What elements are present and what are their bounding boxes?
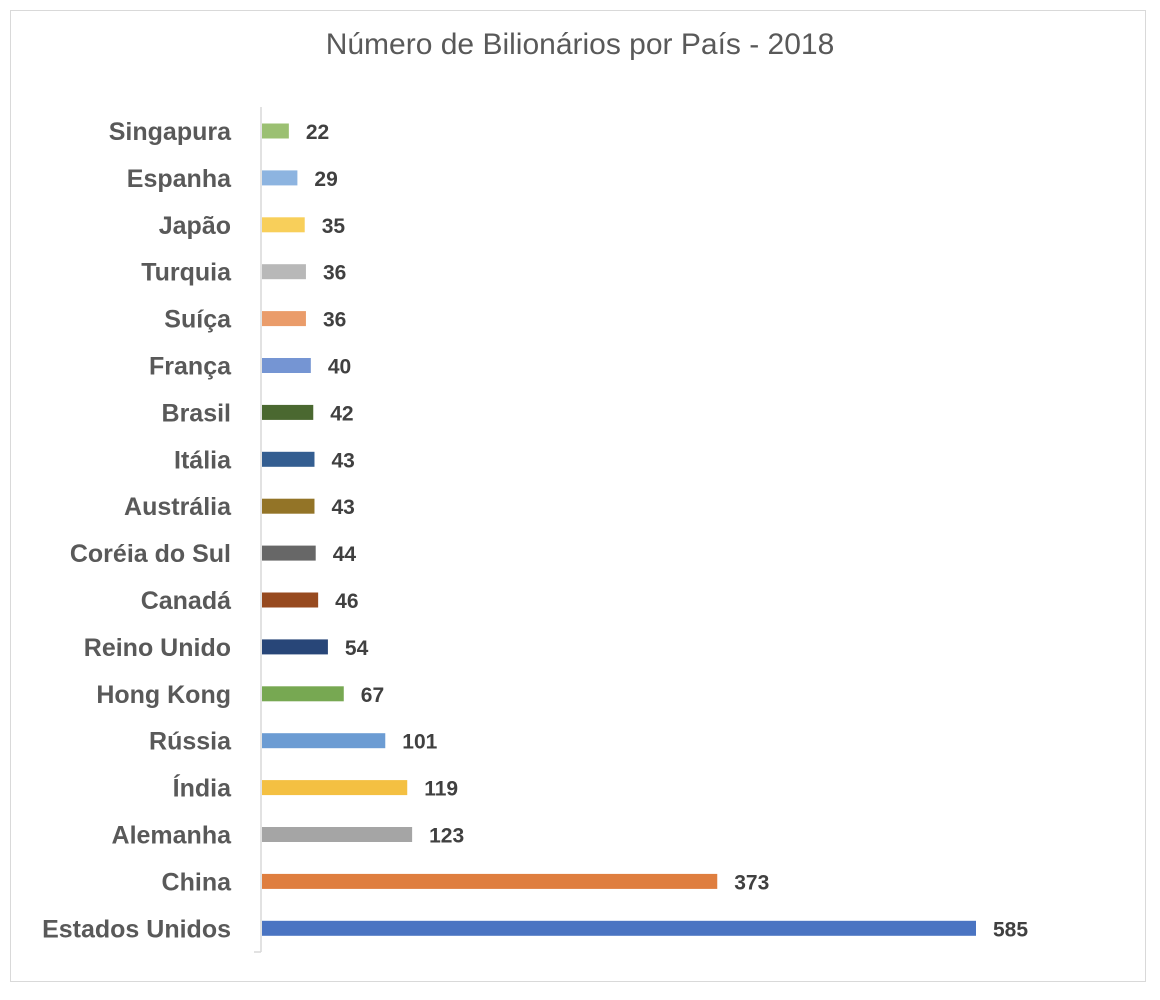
bar (262, 311, 306, 327)
category-label: Reino Unido (84, 634, 231, 662)
value-label: 36 (323, 309, 346, 332)
value-label: 54 (345, 637, 369, 660)
bar (262, 170, 298, 186)
bar (262, 358, 311, 373)
bar (262, 451, 315, 467)
bar (262, 264, 306, 280)
category-label: Suíça (164, 306, 232, 334)
category-label: Canadá (141, 587, 231, 615)
value-label: 42 (330, 402, 353, 425)
chart-frame (10, 10, 1146, 982)
bar (262, 920, 976, 936)
category-label: Alemanha (112, 822, 233, 850)
value-label: 101 (402, 731, 437, 754)
value-label: 46 (335, 590, 358, 613)
bars-layer: Singapura 22 Espanha 29 Japão 35 Turquia 36 Suíç… (42, 118, 1028, 943)
bar (262, 592, 319, 608)
value-label: 373 (734, 871, 769, 894)
value-label: 585 (993, 918, 1028, 941)
value-label: 35 (322, 215, 346, 238)
category-label: Austrália (124, 493, 232, 521)
bar (262, 873, 718, 889)
bar (262, 733, 386, 749)
category-label: Turquia (141, 259, 232, 287)
category-label: Coréia do Sul (70, 540, 231, 568)
value-label: 123 (429, 825, 464, 848)
bar (262, 217, 305, 233)
value-label: 29 (314, 168, 337, 191)
category-label: Japão (159, 212, 231, 240)
value-label: 44 (333, 543, 357, 566)
bar (262, 123, 289, 139)
value-label: 36 (323, 262, 346, 285)
category-label: Rússia (149, 728, 232, 756)
bar (262, 498, 315, 514)
bar (262, 545, 316, 561)
category-label: Itália (174, 446, 232, 474)
category-label: Hong Kong (96, 681, 231, 709)
category-label: França (149, 353, 232, 381)
category-label: Brasil (162, 399, 231, 427)
value-label: 119 (424, 778, 458, 801)
bar (262, 404, 314, 420)
value-label: 43 (331, 496, 354, 519)
bar (262, 686, 344, 702)
category-label: China (162, 868, 233, 896)
value-label: 22 (306, 121, 329, 144)
value-label: 43 (331, 449, 354, 472)
category-label: Espanha (127, 165, 232, 193)
category-label: Singapura (109, 118, 232, 146)
value-label: 40 (328, 356, 351, 379)
bar (262, 639, 328, 655)
value-label: 67 (361, 684, 384, 707)
chart-title: Número de Bilionários por País - 2018 (325, 28, 835, 61)
category-label: Índia (173, 774, 232, 803)
bar (262, 827, 413, 842)
category-label: Estados Unidos (42, 915, 231, 943)
bar (262, 780, 408, 796)
